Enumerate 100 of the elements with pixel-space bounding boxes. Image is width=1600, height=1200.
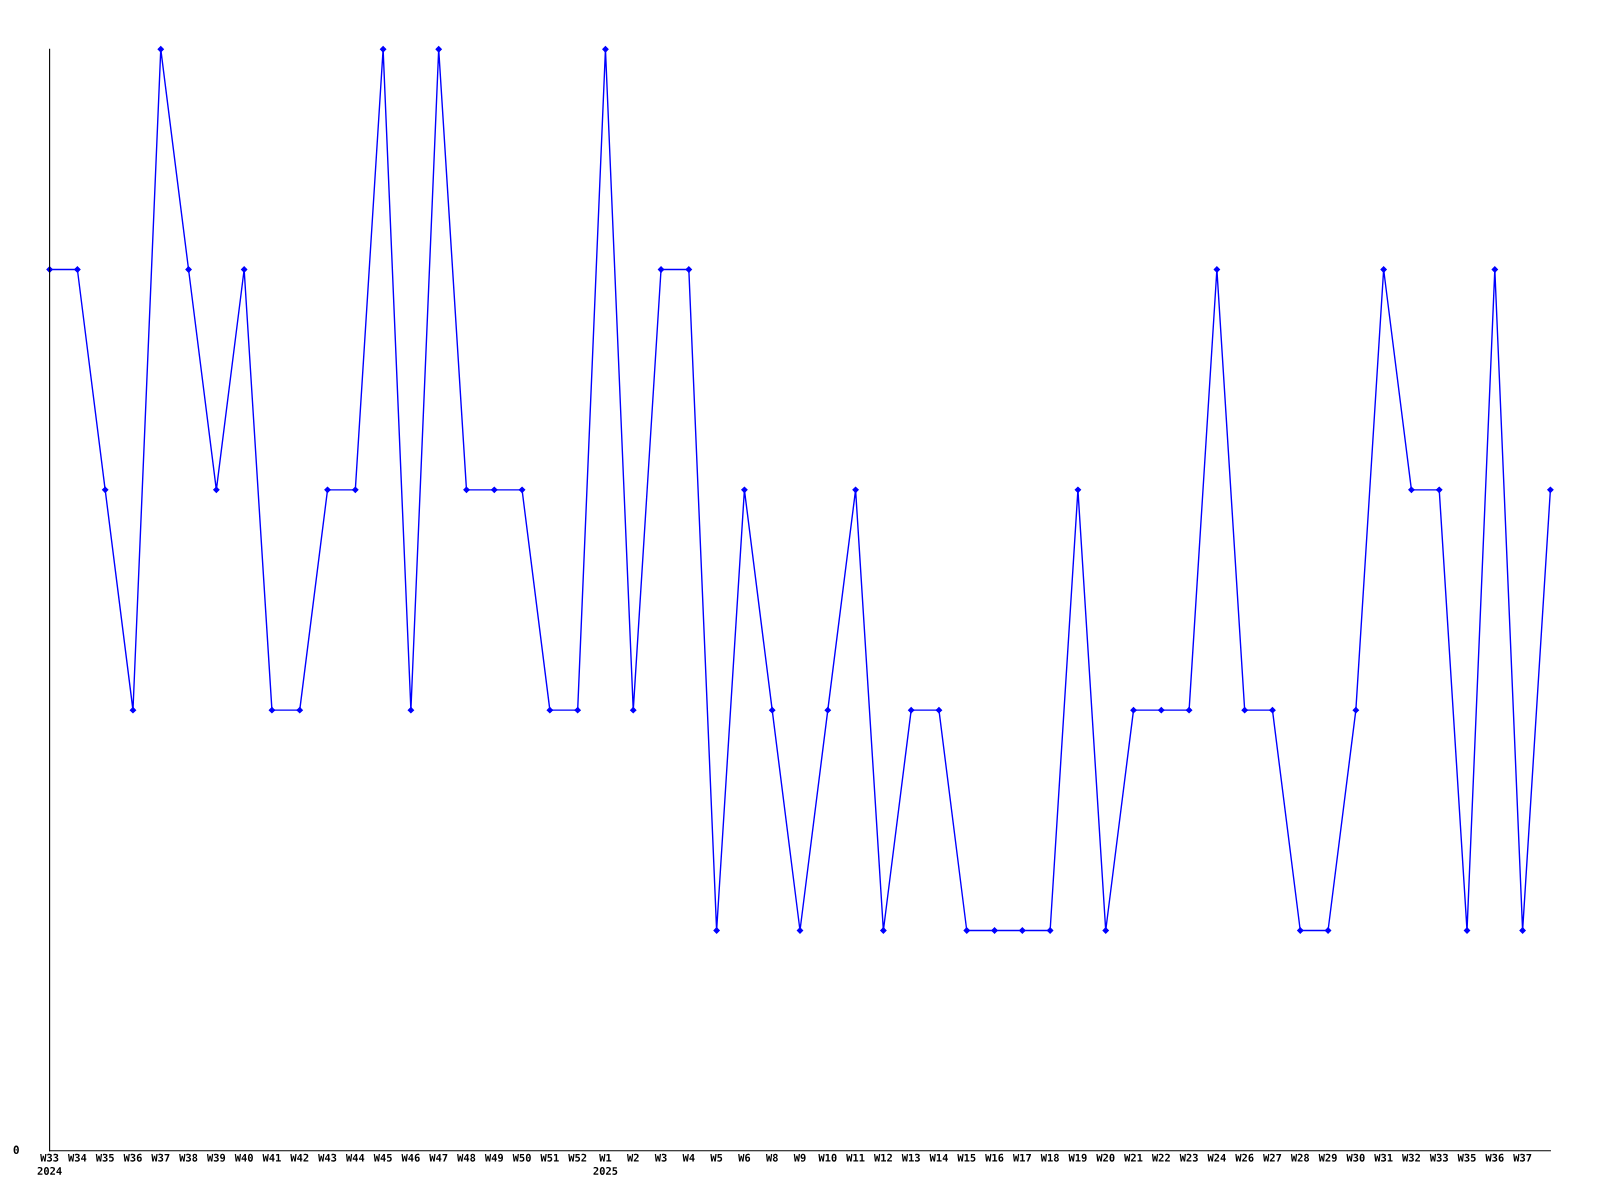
point	[435, 46, 442, 53]
point	[713, 927, 720, 934]
x-tick-label: W44	[345, 1153, 365, 1162]
point	[157, 46, 164, 53]
point	[407, 707, 415, 714]
x-tick-label: W36	[1485, 1153, 1504, 1162]
x-tick-label: W37	[151, 1153, 170, 1162]
x-tick-label: W10	[818, 1153, 837, 1162]
point	[74, 266, 81, 273]
x-tick-label: W41	[262, 1153, 281, 1162]
x-tick-label: W26	[1235, 1153, 1254, 1162]
point	[1130, 707, 1137, 714]
x-tick-label: W38	[179, 1153, 198, 1162]
x-tick-label: W15	[957, 1153, 976, 1162]
x-tick-label: W21	[1124, 1153, 1143, 1162]
x-tick-label: W40	[234, 1153, 253, 1162]
x-tick-label: W22	[1151, 1153, 1170, 1162]
x-tick-label: W18	[1040, 1153, 1059, 1162]
x-tick-label: W46	[401, 1153, 420, 1162]
point	[1074, 486, 1082, 493]
point	[852, 486, 859, 493]
point	[574, 707, 581, 714]
x-tick-label: W31	[1374, 1153, 1393, 1162]
point	[1019, 927, 1026, 934]
point	[129, 707, 137, 714]
x-tick-label: W33	[1429, 1153, 1448, 1162]
x-tick-label: W2	[626, 1153, 639, 1162]
point	[630, 707, 637, 714]
point	[324, 486, 331, 493]
point	[1213, 266, 1221, 273]
x-tick-label: W51	[540, 1153, 559, 1162]
x-tick-label: W5	[710, 1153, 723, 1162]
x-tick-label: W50	[512, 1153, 531, 1162]
point	[1352, 707, 1360, 714]
x-tick-label: W52	[568, 1153, 587, 1162]
point	[1158, 707, 1165, 714]
x-tick-label: W35	[1457, 1153, 1476, 1162]
x-tick-label: W28	[1290, 1153, 1310, 1162]
point	[1324, 927, 1332, 934]
x-tick-label: W23	[1179, 1153, 1198, 1162]
point	[991, 927, 998, 934]
x-tick-label: W34	[67, 1153, 87, 1162]
point	[1519, 927, 1526, 934]
x-tick-label: W36	[123, 1153, 142, 1162]
point	[546, 707, 554, 714]
point	[1297, 927, 1304, 934]
x-tick-label: W33 2024	[37, 1153, 62, 1175]
x-tick-label: W12	[873, 1153, 892, 1162]
x-tick-label: W30	[1346, 1153, 1365, 1162]
x-tick-label: W49	[484, 1153, 504, 1162]
x-tick-label: W17	[1012, 1153, 1031, 1162]
point	[240, 266, 248, 273]
x-tick-label: W19	[1068, 1153, 1087, 1162]
x-tick-label: W11	[846, 1153, 865, 1162]
x-tick-label: W9	[793, 1153, 806, 1162]
text: 0	[13, 1145, 19, 1155]
point	[1380, 266, 1387, 273]
point	[602, 46, 609, 53]
point	[518, 486, 526, 493]
x-tick-label: W43	[318, 1153, 337, 1162]
x-tick-label: W16	[985, 1153, 1004, 1162]
point	[213, 486, 220, 493]
point	[1241, 707, 1248, 714]
point	[1408, 486, 1415, 493]
point	[268, 707, 276, 714]
point	[908, 707, 915, 714]
x-tick-label: W13	[901, 1153, 920, 1162]
point	[1185, 707, 1193, 714]
x-tick-label: W24	[1207, 1153, 1226, 1162]
x-tick-label: W35	[95, 1153, 114, 1162]
x-tick-label: W8	[765, 1153, 778, 1162]
x-tick-label: W47	[429, 1153, 448, 1162]
point	[935, 707, 943, 714]
x-tick-label: W20	[1096, 1153, 1115, 1162]
point	[379, 46, 387, 53]
point	[880, 927, 887, 934]
point	[741, 486, 748, 493]
point	[1436, 486, 1443, 493]
point	[769, 707, 776, 714]
point	[102, 486, 109, 493]
x-tick-label: W3	[654, 1153, 667, 1162]
point	[1547, 486, 1554, 493]
point	[352, 486, 359, 493]
point	[463, 486, 470, 493]
x-tick-label: W27	[1263, 1153, 1282, 1162]
point	[1269, 707, 1276, 714]
point	[185, 266, 192, 273]
x-tick-label: W48	[457, 1153, 476, 1162]
x-tick-label: W29	[1318, 1153, 1337, 1162]
point	[296, 707, 303, 714]
point	[963, 927, 970, 934]
point	[1491, 266, 1498, 273]
x-tick-label: W6	[738, 1153, 751, 1162]
x-tick-label: W1 2025	[593, 1153, 618, 1175]
x-tick-label: W39	[206, 1153, 226, 1162]
point	[824, 707, 831, 714]
point	[685, 266, 692, 273]
point	[491, 486, 498, 493]
x-tick-label: W14	[929, 1153, 948, 1162]
point	[1046, 927, 1054, 934]
